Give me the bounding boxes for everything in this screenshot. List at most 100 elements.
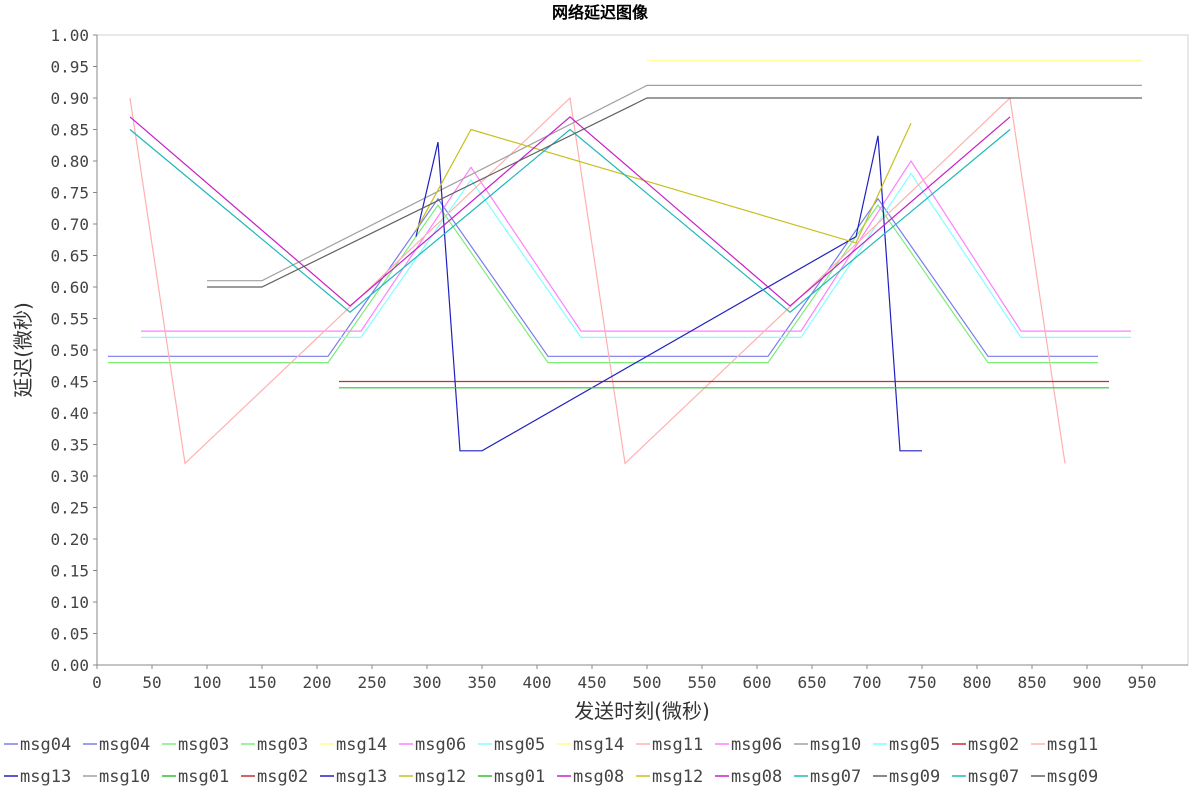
y-tick-label: 0.45 bbox=[50, 373, 89, 392]
x-tick-label: 350 bbox=[468, 673, 497, 692]
y-tick-label: 0.35 bbox=[50, 436, 89, 455]
legend-label: msg14 bbox=[573, 735, 624, 755]
x-tick-label: 700 bbox=[853, 673, 882, 692]
x-tick-label: 0 bbox=[92, 673, 102, 692]
y-tick-label: 0.60 bbox=[50, 278, 89, 297]
legend-label: msg09 bbox=[1047, 767, 1098, 787]
axes: 0.00 0.05 0.10 0.15 0.20 0.25 0.30 0.35 0.40 0.45… bbox=[50, 26, 1188, 692]
legend-item: msg01 bbox=[162, 767, 229, 787]
x-tick-label: 250 bbox=[358, 673, 387, 692]
legend-item: msg08 bbox=[557, 767, 624, 787]
legend-item: msg11 bbox=[636, 735, 703, 755]
series-line-msg09 bbox=[207, 97, 1142, 288]
y-tick-label: 0.85 bbox=[50, 121, 89, 140]
x-tick-label: 450 bbox=[578, 673, 607, 692]
x-tick-label: 500 bbox=[633, 673, 662, 692]
legend-label: msg01 bbox=[178, 767, 229, 787]
legend-item: msg07 bbox=[952, 767, 1019, 787]
legend-item: msg02 bbox=[241, 767, 308, 787]
y-tick-label: 0.50 bbox=[50, 341, 89, 360]
legend-label: msg05 bbox=[494, 735, 545, 755]
y-tick-label: 0.05 bbox=[50, 625, 89, 644]
legend-item: msg12 bbox=[399, 767, 466, 787]
legend-label: msg09 bbox=[889, 767, 940, 787]
y-tick-label: 0.55 bbox=[50, 310, 89, 329]
y-tick-label: 0.40 bbox=[50, 404, 89, 423]
series-line-msg04 bbox=[108, 197, 1098, 357]
x-tick-label: 850 bbox=[1018, 673, 1047, 692]
legend-label: msg12 bbox=[415, 767, 466, 787]
legend-item: msg01 bbox=[478, 767, 545, 787]
series-line-msg13 bbox=[415, 135, 922, 452]
legend-item: msg05 bbox=[478, 735, 545, 755]
y-tick-label: 0.90 bbox=[50, 89, 89, 108]
legend-label: msg02 bbox=[968, 735, 1019, 755]
x-tick-label: 800 bbox=[963, 673, 992, 692]
legend-item: msg09 bbox=[873, 767, 940, 787]
legend-label: msg11 bbox=[1047, 735, 1098, 755]
legend-label: msg13 bbox=[20, 767, 71, 787]
legend-item: msg07 bbox=[794, 767, 861, 787]
legend-item: msg06 bbox=[715, 735, 782, 755]
legend-label: msg03 bbox=[257, 735, 308, 755]
series-line-msg11 bbox=[129, 96, 1066, 465]
x-tick-label: 400 bbox=[523, 673, 552, 692]
series-line-msg10 bbox=[207, 84, 1142, 282]
legend-label: msg13 bbox=[336, 767, 387, 787]
legend-item: msg03 bbox=[241, 735, 308, 755]
legend-label: msg06 bbox=[731, 735, 782, 755]
legend-item: msg10 bbox=[83, 767, 150, 787]
y-tick-label: 0.10 bbox=[50, 593, 89, 612]
legend-label: msg04 bbox=[99, 735, 150, 755]
legend-label: msg08 bbox=[573, 767, 624, 787]
legend-label: msg07 bbox=[810, 767, 861, 787]
chart-title: 网络延迟图像 bbox=[552, 3, 649, 22]
legend-label: msg03 bbox=[178, 735, 229, 755]
legend: msg04 msg04 msg03 msg03 msg14 msg06 msg05 msg14… bbox=[4, 735, 1098, 787]
x-tick-label: 300 bbox=[413, 673, 442, 692]
legend-item: msg10 bbox=[794, 735, 861, 755]
legend-label: msg06 bbox=[415, 735, 466, 755]
legend-item: msg02 bbox=[952, 735, 1019, 755]
legend-item: msg14 bbox=[320, 735, 387, 755]
x-tick-label: 550 bbox=[688, 673, 717, 692]
legend-item: msg09 bbox=[1031, 767, 1098, 787]
legend-item: msg04 bbox=[4, 735, 71, 755]
series-line-msg08 bbox=[129, 116, 1011, 307]
y-tick-label: 0.15 bbox=[50, 562, 89, 581]
y-tick-label: 0.25 bbox=[50, 499, 89, 518]
series-line-msg03 bbox=[108, 204, 1098, 364]
x-tick-label: 750 bbox=[908, 673, 937, 692]
legend-label: msg04 bbox=[20, 735, 71, 755]
y-tick-label: 1.00 bbox=[50, 26, 89, 45]
legend-label: msg14 bbox=[336, 735, 387, 755]
y-tick-label: 0.75 bbox=[50, 184, 89, 203]
legend-label: msg02 bbox=[257, 767, 308, 787]
legend-item: msg12 bbox=[636, 767, 703, 787]
legend-label: msg12 bbox=[652, 767, 703, 787]
legend-item: msg06 bbox=[399, 735, 466, 755]
x-tick-label: 950 bbox=[1128, 673, 1157, 692]
x-tick-label: 650 bbox=[798, 673, 827, 692]
x-tick-label: 200 bbox=[303, 673, 332, 692]
legend-label: msg10 bbox=[99, 767, 150, 787]
x-axis-label: 发送时刻(微秒) bbox=[574, 699, 710, 723]
y-tick-label: 0.65 bbox=[50, 247, 89, 266]
y-tick-label: 0.20 bbox=[50, 530, 89, 549]
x-tick-label: 150 bbox=[248, 673, 277, 692]
x-tick-label: 600 bbox=[743, 673, 772, 692]
legend-item: msg08 bbox=[715, 767, 782, 787]
legend-label: msg10 bbox=[810, 735, 861, 755]
series-line-msg07 bbox=[129, 128, 1011, 313]
legend-label: msg07 bbox=[968, 767, 1019, 787]
series-layer bbox=[108, 59, 1142, 465]
y-axis-label: 延迟(微秒) bbox=[11, 302, 35, 398]
legend-item: msg13 bbox=[320, 767, 387, 787]
x-tick-label: 50 bbox=[142, 673, 161, 692]
legend-label: msg08 bbox=[731, 767, 782, 787]
series-line-msg12 bbox=[415, 122, 912, 244]
legend-item: msg05 bbox=[873, 735, 940, 755]
y-tick-label: 0.70 bbox=[50, 215, 89, 234]
